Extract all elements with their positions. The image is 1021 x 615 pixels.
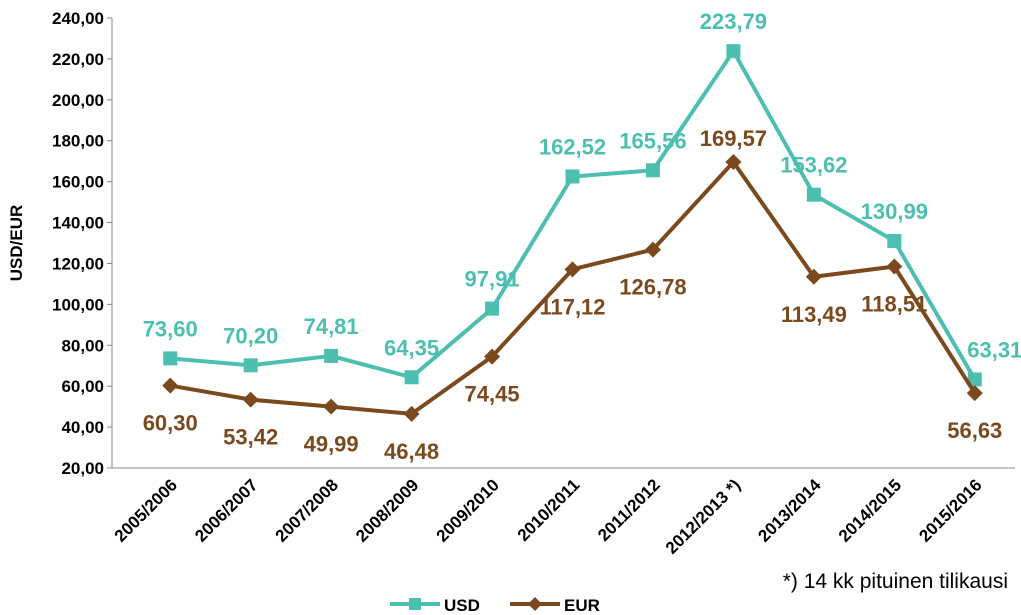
data-label: 113,49 [781, 302, 847, 327]
data-label: 223,79 [700, 9, 767, 34]
marker [805, 268, 822, 285]
marker [886, 258, 903, 275]
y-tick-label: 180,00 [52, 132, 104, 151]
data-label: 74,45 [465, 382, 520, 407]
marker [323, 398, 340, 415]
x-tick-label: 2014/2015 [835, 475, 905, 545]
marker [726, 44, 741, 59]
legend-marker [409, 598, 421, 610]
marker [484, 348, 501, 365]
marker [967, 372, 982, 387]
data-label: 165,56 [619, 128, 686, 153]
y-tick-label: 100,00 [52, 295, 104, 314]
x-tick-label: 2009/2010 [433, 475, 503, 545]
legend-marker [528, 597, 542, 611]
data-label: 118,51 [861, 292, 927, 317]
series-line [169, 158, 977, 416]
x-tick-label: 2005/2006 [111, 475, 181, 545]
legend-label: EUR [564, 596, 600, 615]
data-label: 97,91 [465, 267, 520, 292]
data-label: 169,57 [700, 126, 767, 151]
y-tick-label: 160,00 [52, 173, 104, 192]
data-label: 56,63 [947, 418, 1002, 443]
data-label: 130,99 [861, 199, 928, 224]
y-tick-label: 120,00 [52, 254, 104, 273]
y-tick-label: 240,00 [52, 9, 104, 28]
marker [163, 351, 178, 366]
marker [403, 405, 420, 422]
data-label: 162,52 [539, 134, 606, 159]
x-tick-label: 2011/2012 [594, 475, 664, 545]
x-tick-label: 2008/2009 [352, 475, 422, 545]
x-tick-label: 2006/2007 [191, 475, 261, 545]
legend-label: USD [444, 596, 480, 615]
marker [565, 169, 580, 184]
data-label: 46,48 [384, 439, 439, 464]
data-label: 153,62 [780, 153, 847, 178]
data-label: 60,30 [143, 411, 198, 436]
marker [243, 358, 258, 373]
marker [242, 391, 259, 408]
marker [966, 385, 983, 402]
data-label: 63,31 [967, 337, 1021, 362]
annotation: *) 14 kk pituinen tilikausi [783, 570, 1008, 593]
y-tick-label: 20,00 [61, 459, 104, 478]
marker [404, 370, 419, 385]
marker [162, 377, 179, 394]
y-tick-label: 200,00 [52, 91, 104, 110]
x-tick-label: 2013/2014 [754, 475, 825, 546]
marker [644, 241, 661, 258]
data-label: 117,12 [539, 294, 605, 319]
marker [564, 261, 581, 278]
y-tick-label: 220,00 [52, 50, 104, 69]
marker [806, 187, 821, 202]
y-axis-label: USD/EUR [7, 205, 26, 282]
marker [645, 163, 660, 178]
x-tick-label: 2015/2016 [915, 475, 985, 545]
data-label: 74,81 [304, 314, 359, 339]
marker [887, 233, 902, 248]
marker [725, 154, 742, 171]
x-tick-label: 2010/2011 [514, 475, 584, 545]
data-label: 49,99 [304, 432, 359, 457]
y-tick-label: 40,00 [61, 418, 104, 437]
y-tick-label: 140,00 [52, 214, 104, 233]
x-tick-label: 2007/2008 [272, 475, 342, 545]
data-label: 53,42 [223, 425, 278, 450]
data-label: 64,35 [384, 335, 439, 360]
data-label: 73,60 [143, 316, 198, 341]
x-tick-label: 2012/2013 *) [662, 475, 744, 557]
marker [324, 348, 339, 363]
data-label: 70,20 [223, 323, 278, 348]
marker [485, 301, 500, 316]
y-tick-label: 80,00 [61, 336, 104, 355]
data-label: 126,78 [619, 275, 686, 300]
y-tick-label: 60,00 [61, 377, 104, 396]
series-line [170, 47, 977, 381]
